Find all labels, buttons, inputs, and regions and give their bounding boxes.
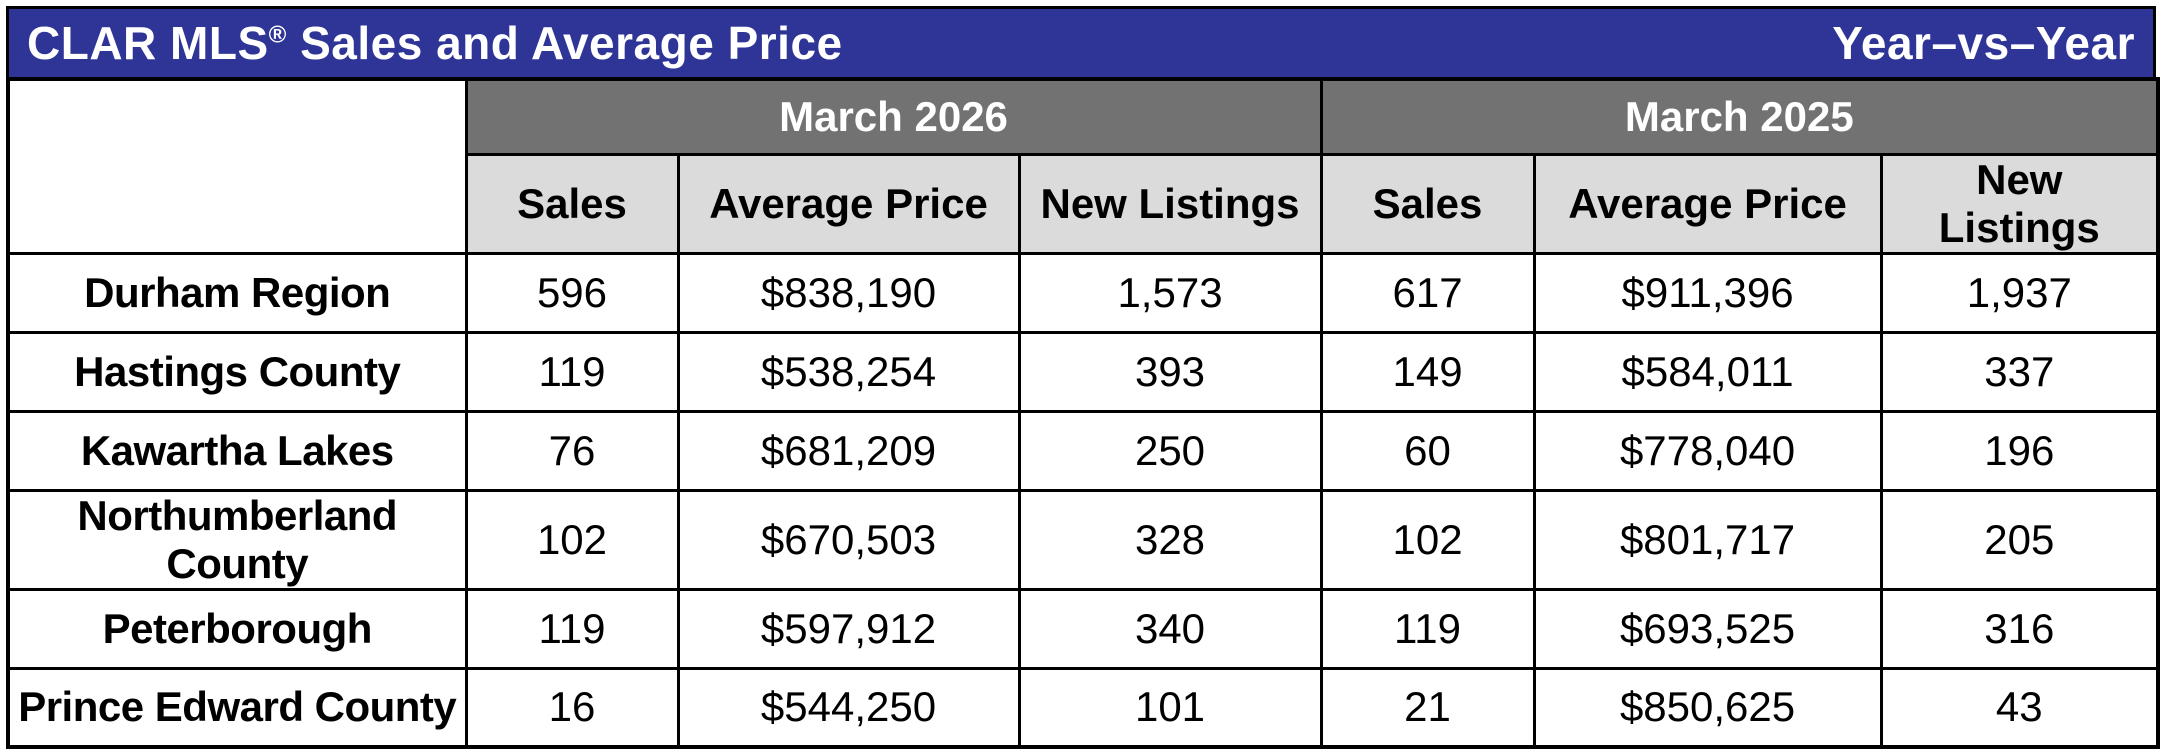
table-row-durham-region: Durham Region 596 $838,190 1,573 617 $91… — [6, 251, 2160, 334]
corner-cell — [6, 77, 468, 255]
page-title-text: CLAR MLS — [27, 17, 269, 69]
col-header-sales-2026: Sales — [464, 152, 680, 255]
value-cell: 16 — [464, 666, 680, 749]
value-cell: 76 — [464, 409, 680, 492]
value-cell: $693,525 — [1532, 587, 1883, 670]
region-cell: Durham Region — [6, 251, 468, 334]
value-cell: 21 — [1319, 666, 1536, 749]
value-cell: $778,040 — [1532, 409, 1883, 492]
col-header-average-price-2026: Average Price — [676, 152, 1021, 255]
value-cell: $801,717 — [1532, 488, 1883, 591]
col-header-average-price-2025: Average Price — [1532, 152, 1883, 255]
value-cell: 393 — [1017, 330, 1323, 413]
value-cell: $911,396 — [1532, 251, 1883, 334]
value-cell: 119 — [464, 587, 680, 670]
value-cell: 102 — [1319, 488, 1536, 591]
table-row-kawartha-lakes: Kawartha Lakes 76 $681,209 250 60 $778,0… — [6, 409, 2160, 492]
region-cell: Peterborough — [6, 587, 468, 670]
sales-price-table: March 2026 March 2025 Sales Average Pric… — [6, 77, 2161, 749]
table-row-hastings-county: Hastings County 119 $538,254 393 149 $58… — [6, 330, 2160, 413]
value-cell: 1,937 — [1879, 251, 2160, 334]
value-cell: 340 — [1017, 587, 1323, 670]
value-cell: $670,503 — [676, 488, 1021, 591]
value-cell: 596 — [464, 251, 680, 334]
region-cell: Hastings County — [6, 330, 468, 413]
value-cell: 101 — [1017, 666, 1323, 749]
region-cell: Prince Edward County — [6, 666, 468, 749]
value-cell: 328 — [1017, 488, 1323, 591]
table-row-prince-edward-county: Prince Edward County 16 $544,250 101 21 … — [6, 666, 2160, 749]
value-cell: 149 — [1319, 330, 1536, 413]
page-title: CLAR MLS® Sales and Average Price — [27, 16, 843, 70]
value-cell: $850,625 — [1532, 666, 1883, 749]
value-cell: 119 — [1319, 587, 1536, 670]
region-cell: Northumberland County — [6, 488, 468, 591]
report-sheet: CLAR MLS® Sales and Average Price Year–v… — [6, 6, 2161, 749]
value-cell: $838,190 — [676, 251, 1021, 334]
group-header-march-2026: March 2026 — [464, 77, 1323, 156]
value-cell: $544,250 — [676, 666, 1021, 749]
value-cell: 316 — [1879, 587, 2160, 670]
value-cell: 1,573 — [1017, 251, 1323, 334]
value-cell: 205 — [1879, 488, 2160, 591]
value-cell: 617 — [1319, 251, 1536, 334]
value-cell: $538,254 — [676, 330, 1021, 413]
col-header-new-listings-2025: New Listings — [1879, 152, 2160, 255]
page-title-suffix: Sales and Average Price — [286, 17, 843, 69]
value-cell: 337 — [1879, 330, 2160, 413]
registered-trademark-symbol: ® — [268, 21, 287, 49]
group-header-row: March 2026 March 2025 — [6, 77, 2160, 255]
title-bar: CLAR MLS® Sales and Average Price Year–v… — [6, 6, 2156, 80]
col-header-new-listings-2026: New Listings — [1017, 152, 1323, 255]
sub-header-row: Sales Average Price New Listings Sales A… — [8, 152, 2160, 255]
value-cell: $584,011 — [1532, 330, 1883, 413]
value-cell: $681,209 — [676, 409, 1021, 492]
region-cell: Kawartha Lakes — [6, 409, 468, 492]
group-header-march-2025: March 2025 — [1319, 77, 2160, 156]
value-cell: 60 — [1319, 409, 1536, 492]
col-header-sales-2025: Sales — [1319, 152, 1536, 255]
value-cell: $597,912 — [676, 587, 1021, 670]
value-cell: 102 — [464, 488, 680, 591]
value-cell: 250 — [1017, 409, 1323, 492]
value-cell: 43 — [1879, 666, 2160, 749]
table-row-northumberland-county: Northumberland County 102 $670,503 328 1… — [6, 488, 2160, 591]
table-row-peterborough: Peterborough 119 $597,912 340 119 $693,5… — [6, 587, 2160, 670]
year-vs-year-label: Year–vs–Year — [1832, 17, 2135, 69]
value-cell: 119 — [464, 330, 680, 413]
value-cell: 196 — [1879, 409, 2160, 492]
